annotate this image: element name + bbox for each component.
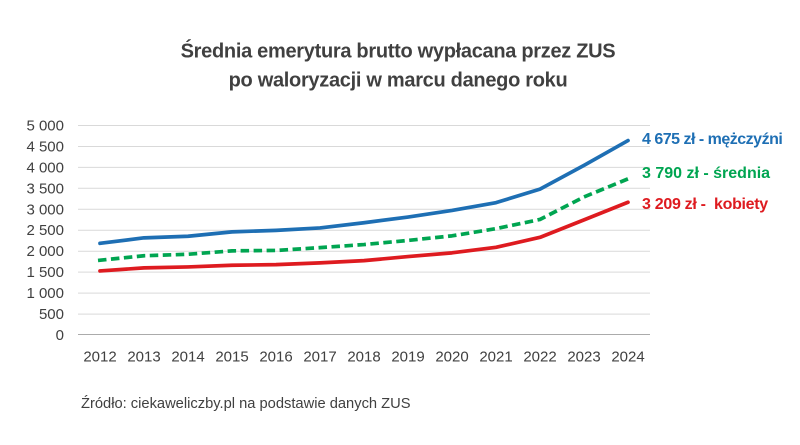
svg-text:5 000: 5 000 <box>26 118 64 135</box>
svg-text:2021: 2021 <box>479 349 512 366</box>
svg-text:2018: 2018 <box>347 349 380 366</box>
svg-text:Średnia emerytura brutto wypła: Średnia emerytura brutto wypłacana przez… <box>181 39 616 63</box>
svg-text:3 500: 3 500 <box>26 180 64 197</box>
svg-text:2017: 2017 <box>303 349 336 366</box>
svg-text:500: 500 <box>39 306 64 323</box>
svg-text:4 675 zł - mężczyźni: 4 675 zł - mężczyźni <box>642 131 782 148</box>
svg-text:3 790 zł - średnia: 3 790 zł - średnia <box>642 165 770 182</box>
svg-text:1 500: 1 500 <box>26 264 64 281</box>
svg-text:4 000: 4 000 <box>26 159 64 176</box>
svg-text:3 000: 3 000 <box>26 201 64 218</box>
svg-text:1 000: 1 000 <box>26 285 64 302</box>
svg-text:po waloryzacji w marcu danego: po waloryzacji w marcu danego roku <box>229 70 568 92</box>
svg-text:2020: 2020 <box>435 349 468 366</box>
svg-text:2 500: 2 500 <box>26 222 64 239</box>
svg-text:2016: 2016 <box>259 349 292 366</box>
svg-text:Źródło: ciekaweliczby.pl na po: Źródło: ciekaweliczby.pl na podstawie da… <box>81 395 411 412</box>
svg-text:2019: 2019 <box>391 349 424 366</box>
svg-text:2 000: 2 000 <box>26 243 64 260</box>
svg-text:2014: 2014 <box>171 349 204 366</box>
svg-text:2012: 2012 <box>83 349 116 366</box>
svg-text:2024: 2024 <box>611 349 644 366</box>
svg-text:3 209 zł - kobiety: 3 209 zł - kobiety <box>642 196 768 213</box>
svg-text:2015: 2015 <box>215 349 248 366</box>
svg-text:2022: 2022 <box>523 349 556 366</box>
svg-text:4 500: 4 500 <box>26 139 64 156</box>
svg-text:0: 0 <box>56 327 64 344</box>
svg-text:2013: 2013 <box>127 349 160 366</box>
svg-text:2023: 2023 <box>567 349 600 366</box>
